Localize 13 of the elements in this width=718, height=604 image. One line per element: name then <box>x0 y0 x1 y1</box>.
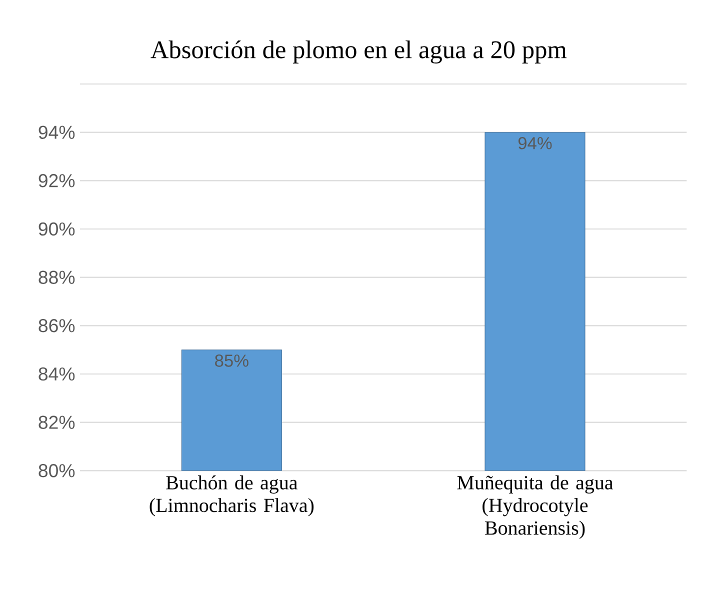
x-tick-label: Muñequita de agua (Hydrocotyle Bonariensis) <box>457 475 614 539</box>
y-tick-label: 82% <box>38 416 75 429</box>
y-tick-label: 94% <box>38 126 75 139</box>
chart-title: Absorción de plomo en el agua a 20 ppm <box>150 40 567 64</box>
y-tick-label: 80% <box>38 464 75 478</box>
y-tick-label: 86% <box>38 319 75 332</box>
y-tick-label: 92% <box>38 174 75 188</box>
y-tick-label: 90% <box>38 222 75 236</box>
x-tick-label: Buchón de agua (Limnocharis Flava) <box>150 475 314 516</box>
y-tick-label: 84% <box>38 367 75 381</box>
data-label: 94% <box>518 137 552 150</box>
data-label: 85% <box>215 354 248 367</box>
y-tick-label: 88% <box>38 270 75 284</box>
